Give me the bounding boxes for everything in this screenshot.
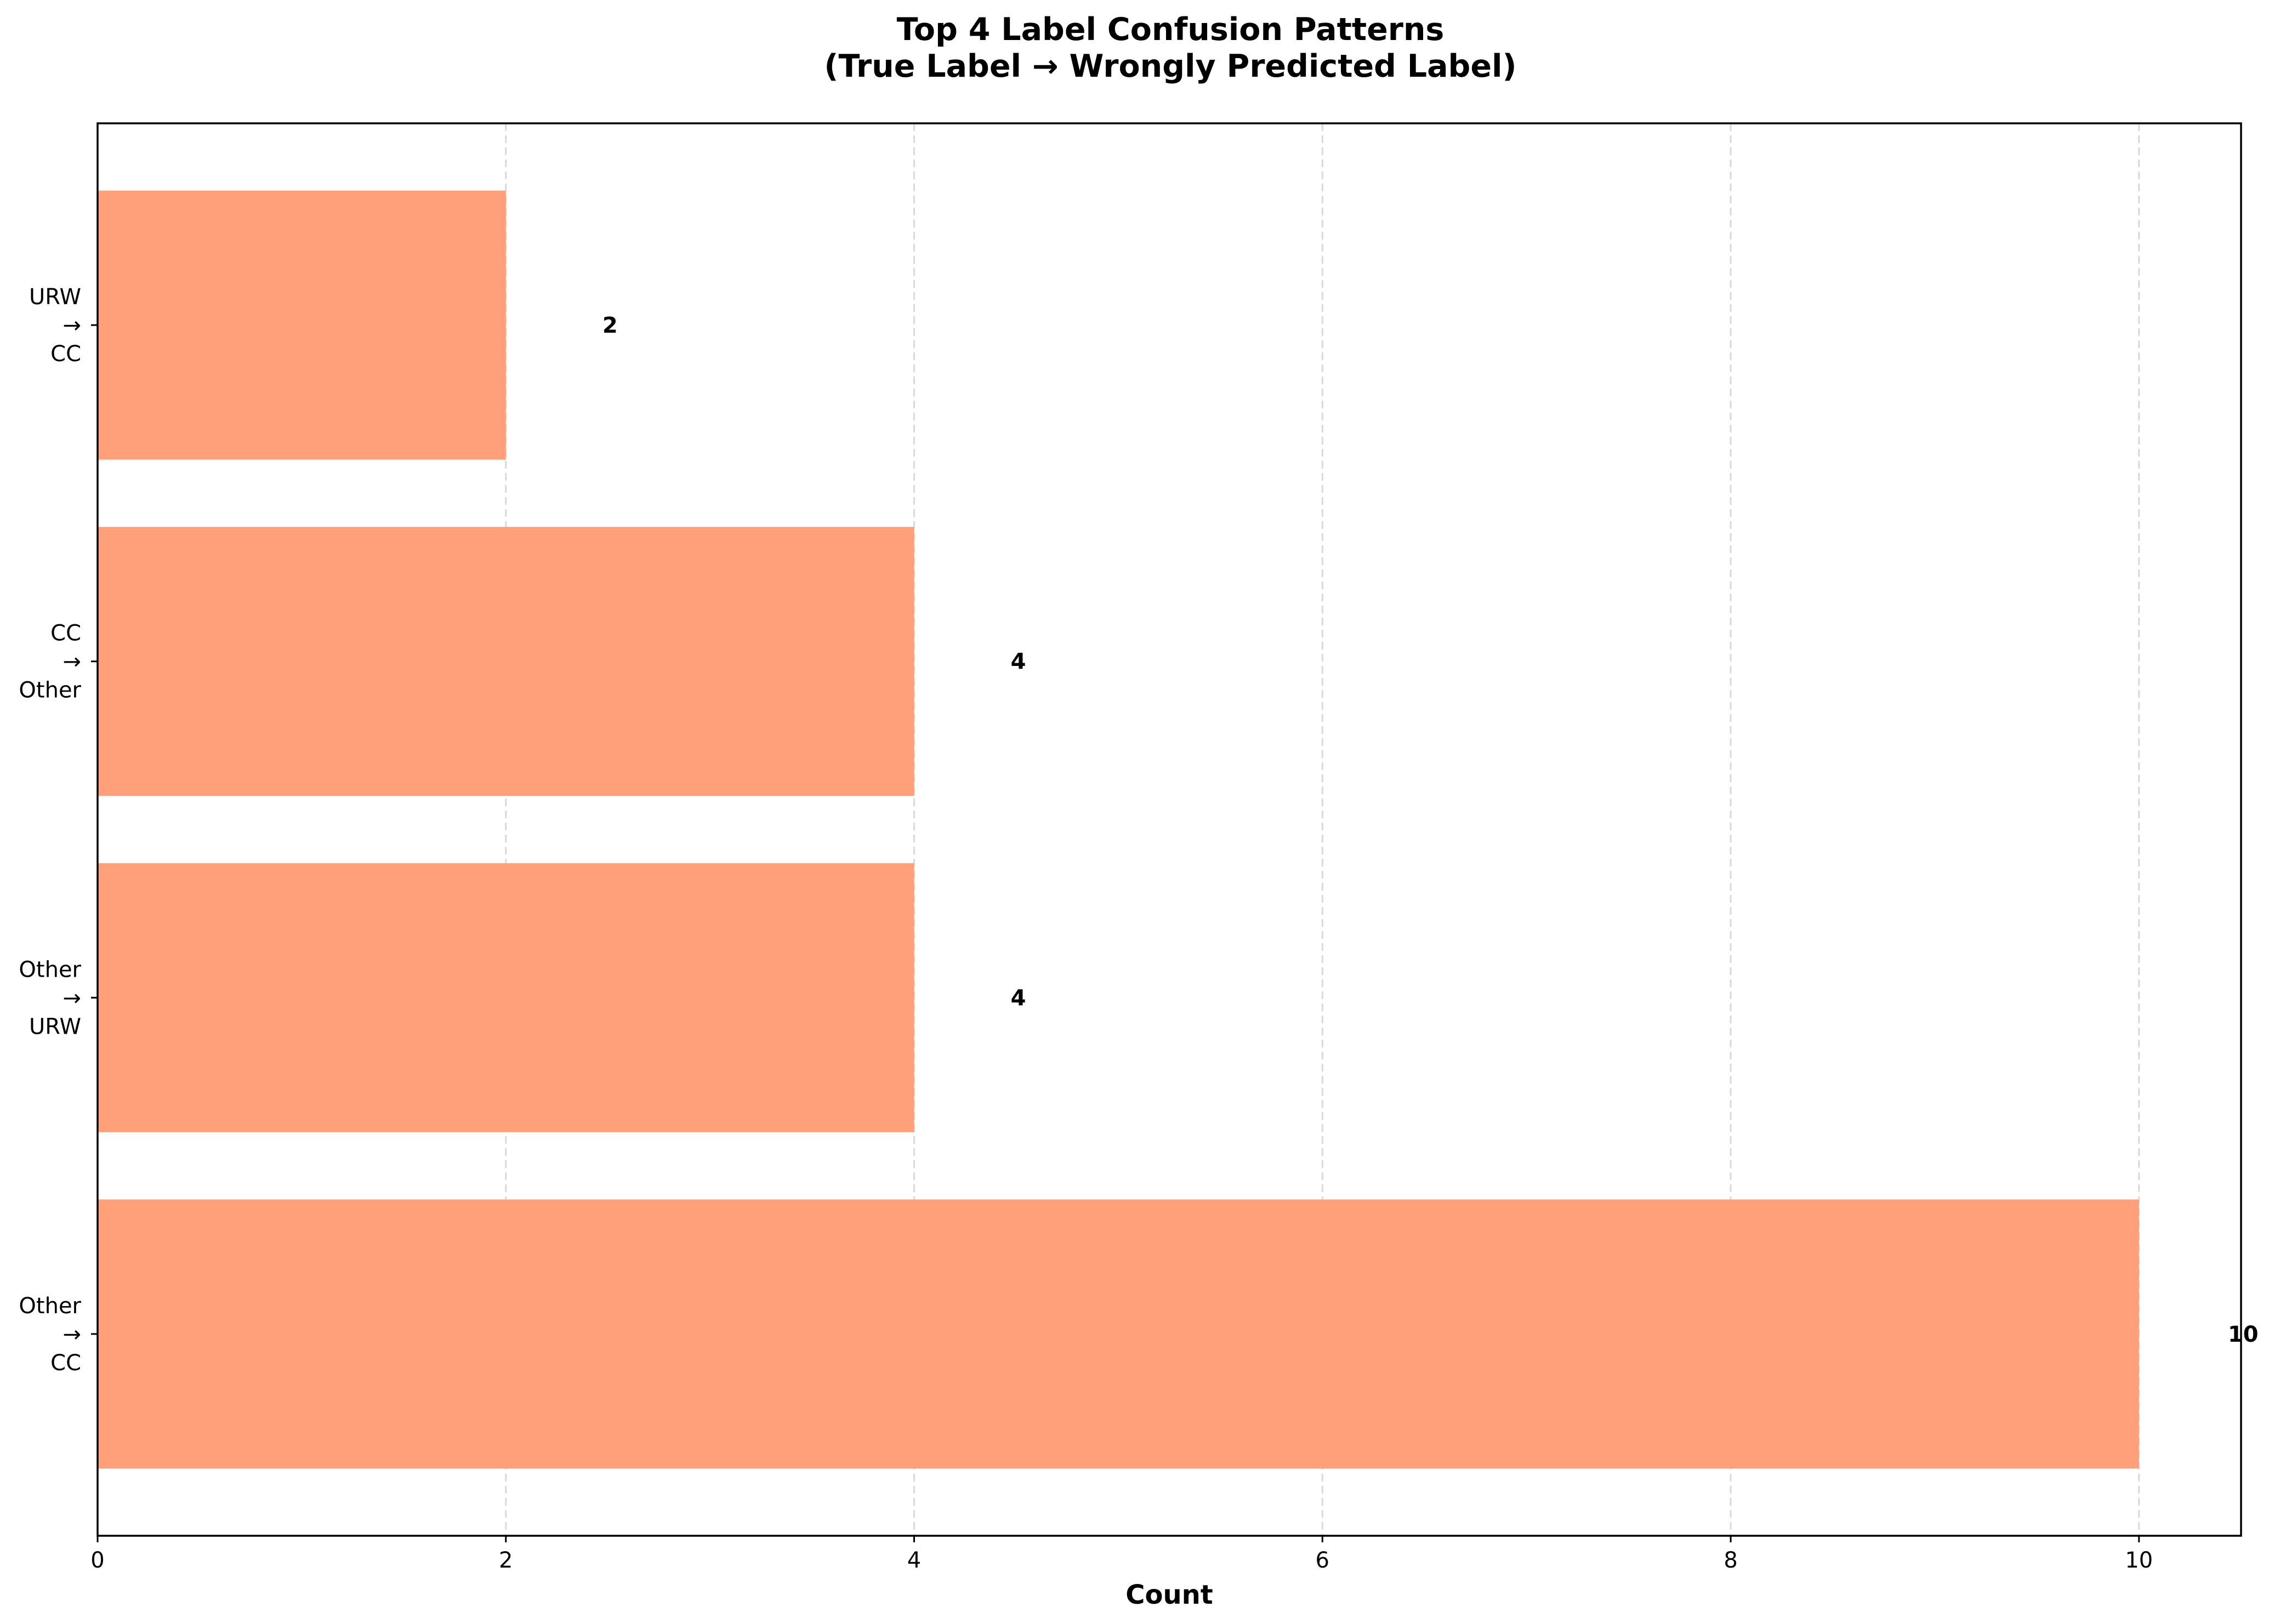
bar-value-label-2: 4: [1011, 649, 1026, 675]
x-tick-label-3: 6: [1316, 1548, 1329, 1573]
x-axis-ticks: 0 2 4 6 8 10: [90, 1536, 2153, 1573]
bar-2: [98, 527, 914, 796]
bars: [98, 190, 2139, 1469]
bar-value-label-0: 10: [2228, 1322, 2259, 1347]
chart-title: Top 4 Label Confusion Patterns: [897, 12, 1445, 48]
y-axis-ticks: Other → CC Other → URW CC → Other URW → CC: [19, 284, 98, 1376]
chart-subtitle: (True Label → Wrongly Predicted Label): [824, 48, 1516, 84]
x-axis-label: Count: [1125, 1580, 1213, 1610]
bar-value-label-3: 2: [602, 313, 618, 338]
x-tick-label-1: 2: [499, 1548, 513, 1573]
y-tick-label-1: Other → URW: [19, 957, 81, 1039]
x-tick-label-2: 4: [907, 1548, 921, 1573]
y-tick-label-2: CC → Other: [19, 621, 81, 703]
x-tick-label-0: 0: [90, 1548, 104, 1573]
y-tick-label-0: Other → CC: [19, 1293, 81, 1376]
x-tick-label-4: 8: [1724, 1548, 1737, 1573]
bar-value-label-1: 4: [1011, 985, 1026, 1011]
plot-frame: [96, 122, 2242, 1537]
bar-0: [98, 1199, 2139, 1469]
bar-1: [98, 863, 914, 1132]
y-tick-label-3: URW → CC: [29, 284, 81, 367]
x-tick-label-5: 10: [2125, 1548, 2153, 1573]
bar-3: [98, 190, 506, 460]
bar-value-labels: 10 4 4 2: [602, 313, 2259, 1347]
